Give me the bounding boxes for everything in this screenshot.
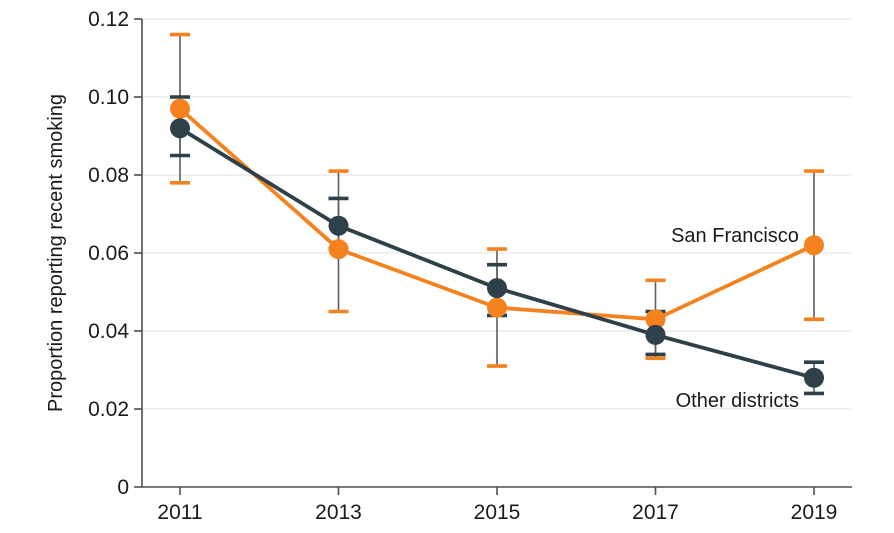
y-tick-label: 0.06 — [88, 242, 129, 265]
data-point-san-francisco-2015 — [487, 297, 507, 318]
y-tick-label: 0 — [117, 476, 129, 499]
y-tick-label: 0.12 — [88, 8, 129, 31]
data-point-other-districts-2011 — [170, 118, 190, 139]
data-point-other-districts-2013 — [328, 215, 349, 236]
series-label-san-francisco: San Francisco — [671, 225, 799, 247]
data-point-san-francisco-2013 — [328, 239, 349, 260]
series-label-other-districts: Other districts — [676, 390, 799, 412]
x-tick-label: 2017 — [632, 501, 679, 524]
y-tick-label: 0.04 — [88, 320, 129, 343]
data-point-san-francisco-2019 — [804, 235, 824, 256]
y-tick-label: 0.10 — [88, 86, 129, 109]
data-point-san-francisco-2017 — [645, 309, 666, 330]
x-tick-label: 2015 — [474, 501, 521, 524]
y-tick-label: 0.02 — [88, 398, 129, 421]
x-tick-label: 2019 — [791, 501, 838, 524]
x-tick-label: 2011 — [157, 501, 202, 524]
data-point-san-francisco-2011 — [170, 98, 190, 119]
y-axis-title: Proportion reporting recent smoking — [45, 94, 67, 412]
data-point-other-districts-2015 — [487, 278, 507, 299]
data-point-other-districts-2017 — [645, 324, 666, 345]
y-tick-label: 0.08 — [88, 164, 129, 187]
x-tick-label: 2013 — [315, 501, 362, 524]
data-point-other-districts-2019 — [804, 367, 824, 388]
